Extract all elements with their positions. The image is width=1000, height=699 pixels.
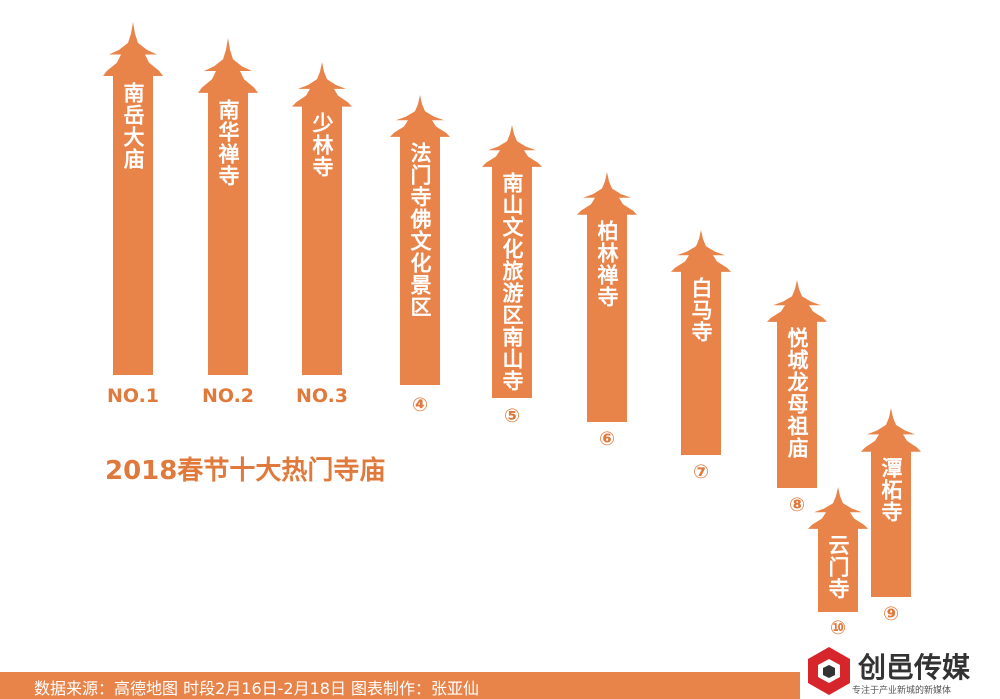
roof (577, 172, 637, 219)
column (871, 455, 911, 597)
roof (808, 487, 868, 533)
temple-name: 法门寺佛文化景区 (408, 142, 432, 318)
roof (671, 230, 731, 276)
roof (390, 95, 450, 141)
source: 数据来源：高德地图 时段2月16日-2月18日 图表制作：张亚仙 (34, 679, 480, 698)
temple-name: 南岳大庙 (121, 82, 145, 170)
logo: 创邑传媒 专注于产业新城的新媒体 (800, 640, 1000, 699)
temple-name: 南山文化旅游区南山寺 (500, 172, 524, 392)
rank-label: ⑥ (598, 428, 616, 450)
rank-label: ④ (411, 394, 429, 416)
roof (767, 280, 827, 326)
column (587, 218, 627, 422)
column (302, 110, 342, 375)
temple-name: 少林寺 (310, 112, 334, 178)
roof (861, 408, 921, 456)
logo-name: 创邑传媒 (858, 651, 971, 684)
rank-label: ⑩ (829, 617, 847, 639)
column (681, 275, 721, 455)
temple-name: 柏林禅寺 (595, 220, 619, 308)
column (818, 532, 858, 612)
temple-name: 南华禅寺 (216, 99, 240, 187)
title: 2018春节十大热门寺庙 (105, 456, 386, 486)
rank-label: NO.1 (106, 385, 160, 407)
rank-label: NO.3 (295, 385, 349, 407)
column (777, 325, 817, 488)
roof (292, 62, 352, 111)
rank-label: ⑤ (503, 405, 521, 427)
roof (482, 125, 542, 171)
roof (198, 38, 258, 99)
logo-tagline: 专注于产业新城的新媒体 (852, 686, 952, 696)
column (492, 170, 532, 398)
roof (103, 22, 163, 82)
temple-name: 白马寺 (689, 277, 713, 343)
temple-name: 云门寺 (826, 534, 850, 600)
temple-name: 潭柘寺 (879, 457, 903, 523)
column (400, 140, 440, 385)
rank-label: NO.2 (201, 385, 255, 407)
column (113, 80, 153, 375)
temple-name: 悦城龙母祖庙 (785, 327, 809, 459)
logo-icon (808, 647, 850, 695)
rank-label: ⑧ (788, 494, 806, 516)
rank-label: ⑨ (882, 603, 900, 625)
rank-label: ⑦ (692, 461, 710, 483)
column (208, 97, 248, 375)
